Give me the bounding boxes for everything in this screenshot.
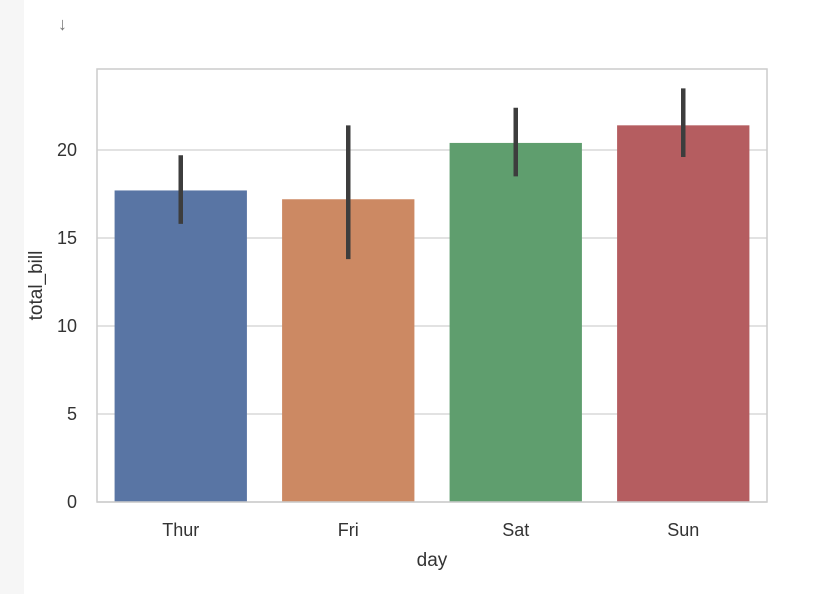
bar-sat <box>449 142 582 503</box>
bar-thur <box>114 190 247 502</box>
bar-sun <box>617 125 750 503</box>
y-tick-label: 0 <box>67 492 77 512</box>
plot-frame <box>96 68 768 503</box>
y-tick-label: 15 <box>57 228 77 248</box>
x-tick-label: Sun <box>667 520 699 540</box>
x-tick-label: Sat <box>502 520 529 540</box>
x-axis-label: day <box>417 550 448 571</box>
y-tick-label: 5 <box>67 404 77 424</box>
x-tick-label: Fri <box>338 520 359 540</box>
error-bars <box>178 88 686 260</box>
y-axis-label: total_bill <box>26 251 47 321</box>
bars <box>114 125 750 503</box>
y-tick-label: 20 <box>57 140 77 160</box>
y-tick-label: 10 <box>57 316 77 336</box>
left-gutter <box>0 0 24 594</box>
x-tick-labels: Thur Fri Sat Sun <box>162 520 699 540</box>
scroll-down-icon[interactable]: ↓ <box>58 14 67 34</box>
x-tick-label: Thur <box>162 520 199 540</box>
y-tick-labels: 0 5 10 15 20 <box>57 140 77 512</box>
